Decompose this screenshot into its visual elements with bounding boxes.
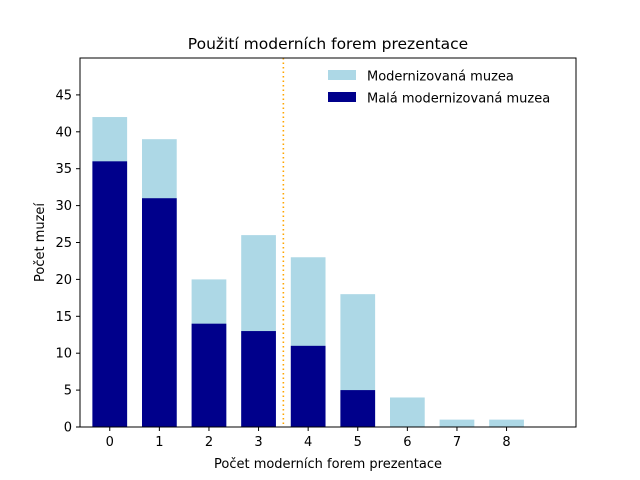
bar-small-modernized-2	[191, 323, 227, 427]
bar-small-modernized-1	[142, 198, 177, 427]
legend-swatch-dark	[328, 92, 356, 102]
x-tick-label: 3	[254, 435, 262, 450]
x-tick-label: 6	[403, 435, 411, 450]
legend-label-small-modernized: Malá modernizovaná muzea	[367, 92, 550, 107]
bar-small-modernized-0	[92, 161, 128, 427]
y-tick-label: 25	[55, 236, 72, 251]
bar-modernized-8	[489, 419, 524, 427]
y-tick-label: 15	[55, 310, 72, 325]
bar-small-modernized-4	[290, 345, 326, 427]
y-tick-label: 10	[55, 347, 72, 362]
y-tick-label: 20	[55, 273, 72, 288]
x-tick-label: 8	[502, 435, 510, 450]
y-tick-label: 40	[55, 125, 72, 140]
x-tick-label: 7	[453, 435, 461, 450]
y-axis: 0 5 10 15 20 25 30 35 40 45	[55, 88, 80, 436]
x-tick-label: 0	[106, 435, 114, 450]
legend-swatch-light	[328, 70, 356, 80]
bar-small-modernized-3	[241, 331, 276, 427]
bars-group	[92, 117, 524, 427]
chart-title: Použití moderních forem prezentace	[188, 35, 468, 53]
legend: Modernizovaná muzea Malá modernizovaná m…	[328, 70, 550, 107]
y-tick-label: 35	[55, 162, 72, 177]
y-tick-label: 0	[64, 421, 72, 436]
bar-modernized-6	[390, 397, 425, 427]
y-tick-label: 5	[64, 384, 72, 399]
x-tick-label: 2	[205, 435, 213, 450]
x-tick-label: 1	[155, 435, 163, 450]
y-axis-title: Počet muzeí	[33, 203, 48, 282]
x-axis-title: Počet moderních forem prezentace	[214, 457, 442, 472]
legend-label-modernized: Modernizovaná muzea	[367, 70, 514, 85]
x-tick-label: 5	[354, 435, 362, 450]
y-tick-label: 30	[55, 199, 72, 214]
bar-modernized-7	[439, 419, 475, 427]
x-axis: 0 1 2 3 4 5 6 7 8	[106, 427, 511, 450]
bar-small-modernized-5	[340, 390, 376, 427]
y-tick-label: 45	[55, 88, 72, 103]
x-tick-label: 4	[304, 435, 312, 450]
